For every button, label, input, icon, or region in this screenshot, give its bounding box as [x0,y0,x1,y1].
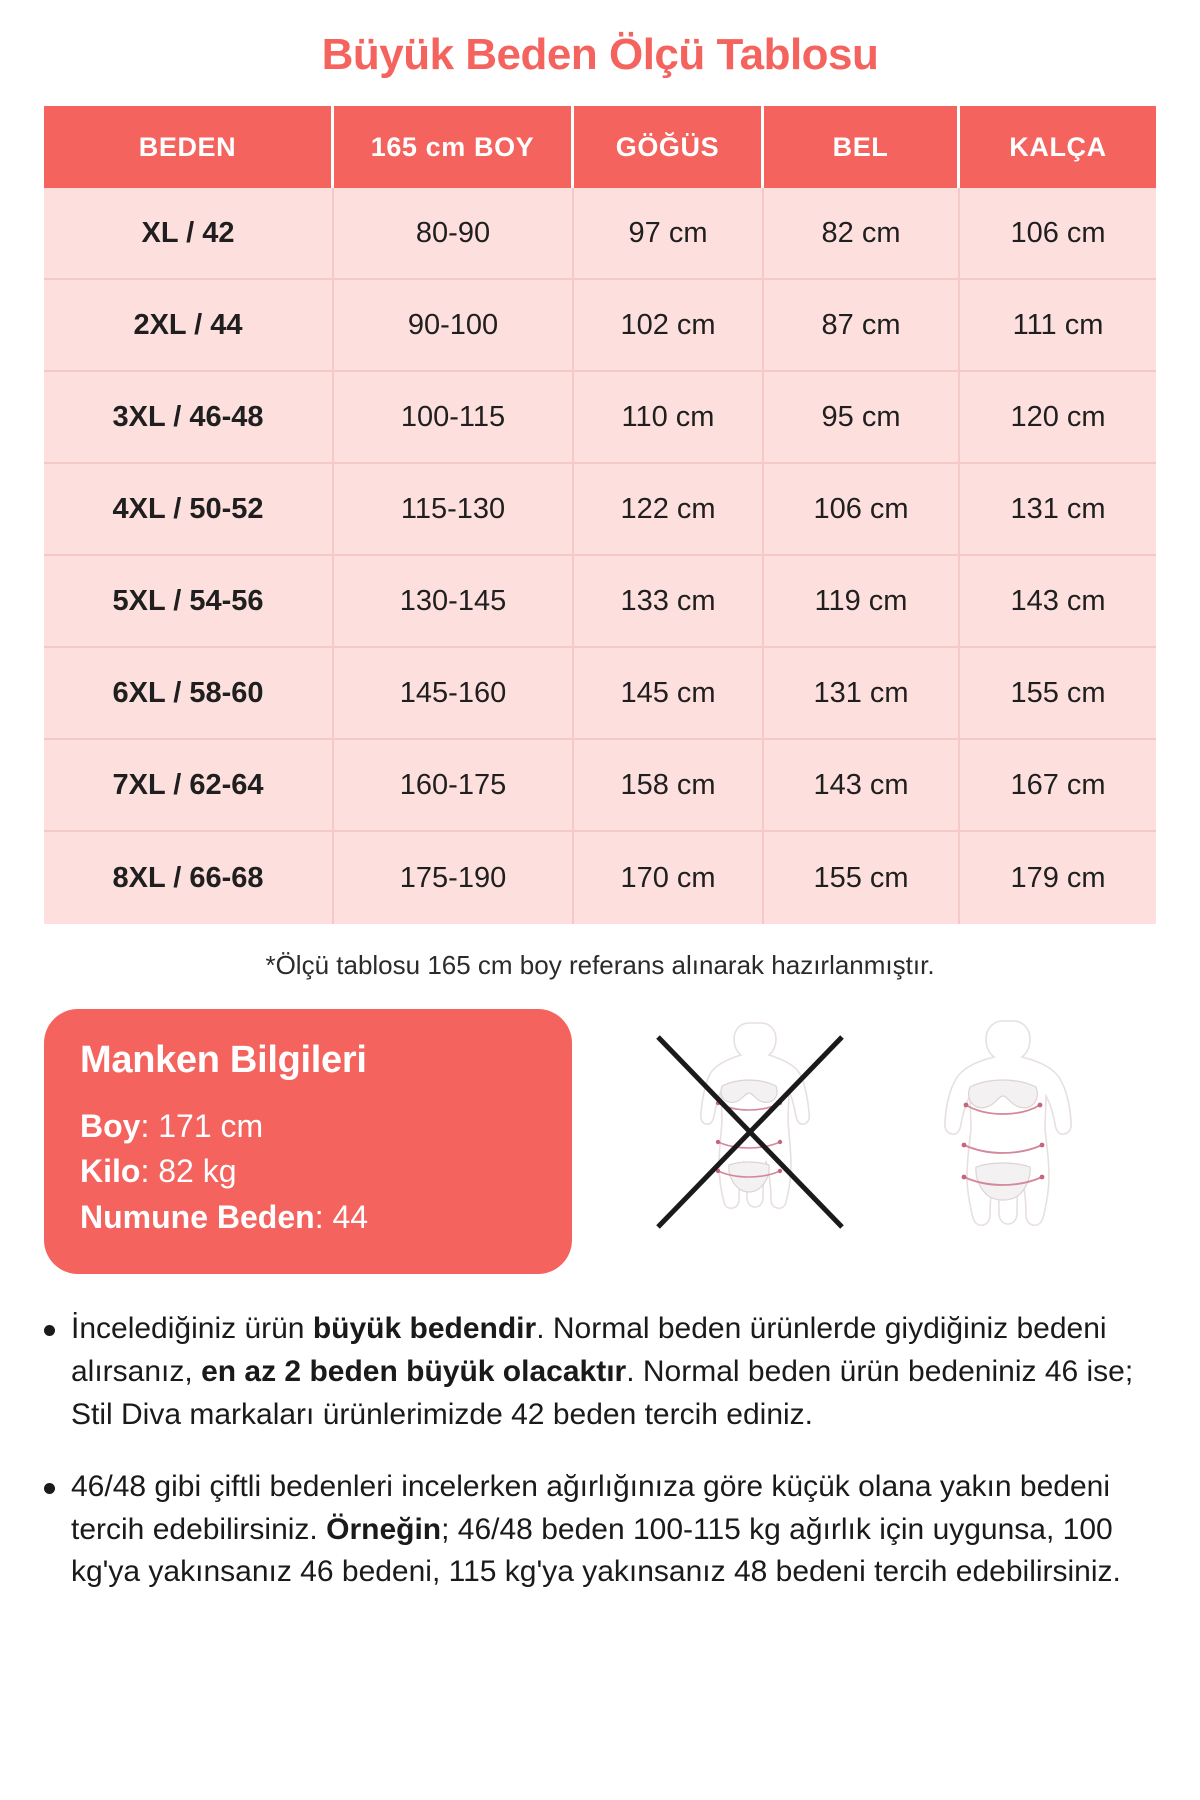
cell-bel: 95 cm [764,372,960,464]
table-header-row: BEDEN 165 cm BOY GÖĞÜS BEL KALÇA [44,106,1156,188]
cell-gogus: 122 cm [574,464,764,556]
cell-gogus: 133 cm [574,556,764,648]
cell-kalca: 131 cm [960,464,1156,556]
cell-boy: 100-115 [334,372,574,464]
model-weight-row: Kilo: 82 kg [80,1149,536,1194]
model-info-card: Manken Bilgileri Boy: 171 cm Kilo: 82 kg… [44,1009,572,1275]
table-body: XL / 42 80-90 97 cm 82 cm 106 cm 2XL / 4… [44,188,1156,924]
cell-boy: 80-90 [334,188,574,280]
cell-bel: 82 cm [764,188,960,280]
table-header: BEDEN 165 cm BOY GÖĞÜS BEL KALÇA [44,106,1156,188]
cell-kalca: 106 cm [960,188,1156,280]
cell-bel: 155 cm [764,832,960,924]
cell-kalca: 111 cm [960,280,1156,372]
table-row: 3XL / 46-48 100-115 110 cm 95 cm 120 cm [44,372,1156,464]
note-part-2: . Normal beden ürünlerde giydiğiniz bede… [71,1312,1107,1388]
cell-kalca: 179 cm [960,832,1156,924]
cell-beden: 5XL / 54-56 [44,556,334,648]
cell-boy: 115-130 [334,464,574,556]
note-part-3: . Normal beden ürün bedeniniz 46 ise; St… [71,1354,1134,1431]
note-text: İncelediğiniz ürün büyük bedendir. Norma… [71,1308,1156,1436]
model-info-section: Manken Bilgileri Boy: 171 cm Kilo: 82 kg… [44,1009,1156,1275]
column-header-bel: BEL [764,106,960,188]
curvy-body-figure [888,1015,1118,1245]
cell-boy: 90-100 [334,280,574,372]
cell-boy: 145-160 [334,648,574,740]
cell-beden: 7XL / 62-64 [44,740,334,832]
model-height-value: : 171 cm [140,1108,264,1144]
cell-gogus: 170 cm [574,832,764,924]
size-table: BEDEN 165 cm BOY GÖĞÜS BEL KALÇA XL / 42… [44,106,1156,924]
size-table-container: BEDEN 165 cm BOY GÖĞÜS BEL KALÇA XL / 42… [44,106,1156,924]
cross-out-mark [656,1035,844,1229]
model-sample-size-label: Numune Beden [80,1198,315,1235]
cell-kalca: 120 cm [960,372,1156,464]
note-part-1: 46/48 gibi çiftli bedenleri incelerken a… [71,1470,1110,1546]
model-sample-size-value: : 44 [314,1198,369,1235]
cell-kalca: 155 cm [960,648,1156,740]
cell-boy: 130-145 [334,556,574,648]
column-header-boy: 165 cm BOY [334,106,574,188]
cell-gogus: 158 cm [574,740,764,832]
cell-beden: 4XL / 50-52 [44,464,334,556]
cell-gogus: 110 cm [574,372,764,464]
cell-bel: 119 cm [764,556,960,648]
cell-boy: 160-175 [334,740,574,832]
cell-kalca: 167 cm [960,740,1156,832]
cell-beden: 3XL / 46-48 [44,372,334,464]
bullet-icon [44,1325,55,1337]
column-header-kalca: KALÇA [960,106,1156,188]
body-figures [596,1009,1156,1245]
note-part-2: ; 46/48 beden 100-115 kg ağırlık için uy… [71,1512,1121,1589]
note-bold-2: en az 2 beden büyük olacaktır [201,1354,627,1388]
model-height-row: Boy: 171 cm [80,1104,536,1149]
slim-body-figure-crossed-out [634,1015,864,1245]
table-footnote: *Ölçü tablosu 165 cm boy referans alınar… [265,950,935,980]
cell-kalca: 143 cm [960,556,1156,648]
table-row: 6XL / 58-60 145-160 145 cm 131 cm 155 cm [44,648,1156,740]
cell-bel: 131 cm [764,648,960,740]
model-sample-size-row: Numune Beden: 44 [80,1195,536,1240]
list-item: İncelediğiniz ürün büyük bedendir. Norma… [44,1308,1156,1436]
cell-beden: 6XL / 58-60 [44,648,334,740]
note-bold-1: büyük bedendir [312,1312,537,1346]
note-bold-1: Örneğin [326,1512,442,1546]
table-row: 8XL / 66-68 175-190 170 cm 155 cm 179 cm [44,832,1156,924]
table-row: 7XL / 62-64 160-175 158 cm 143 cm 167 cm [44,740,1156,832]
cell-gogus: 145 cm [574,648,764,740]
table-row: 2XL / 44 90-100 102 cm 87 cm 111 cm [44,280,1156,372]
table-row: 4XL / 50-52 115-130 122 cm 106 cm 131 cm [44,464,1156,556]
bullet-icon [44,1483,55,1495]
cell-beden: 8XL / 66-68 [44,832,334,924]
list-item: 46/48 gibi çiftli bedenleri incelerken a… [44,1466,1156,1594]
model-height-label: Boy [80,1108,141,1144]
note-text: 46/48 gibi çiftli bedenleri incelerken a… [71,1466,1156,1594]
model-info-heading: Manken Bilgileri [80,1039,367,1081]
cell-bel: 87 cm [764,280,960,372]
column-header-beden: BEDEN [44,106,334,188]
cell-boy: 175-190 [334,832,574,924]
table-row: XL / 42 80-90 97 cm 82 cm 106 cm [44,188,1156,280]
cell-bel: 143 cm [764,740,960,832]
cell-beden: 2XL / 44 [44,280,334,372]
table-row: 5XL / 54-56 130-145 133 cm 119 cm 143 cm [44,556,1156,648]
cell-beden: XL / 42 [44,188,334,280]
page-title: Büyük Beden Ölçü Tablosu [321,30,879,79]
model-weight-label: Kilo [80,1153,141,1190]
size-notes-list: İncelediğiniz ürün büyük bedendir. Norma… [44,1308,1156,1594]
cell-gogus: 97 cm [574,188,764,280]
note-part-1: İncelediğiniz ürün [71,1312,313,1346]
cell-gogus: 102 cm [574,280,764,372]
cell-bel: 106 cm [764,464,960,556]
model-weight-value: : 82 kg [140,1153,237,1190]
column-header-gogus: GÖĞÜS [574,106,764,188]
